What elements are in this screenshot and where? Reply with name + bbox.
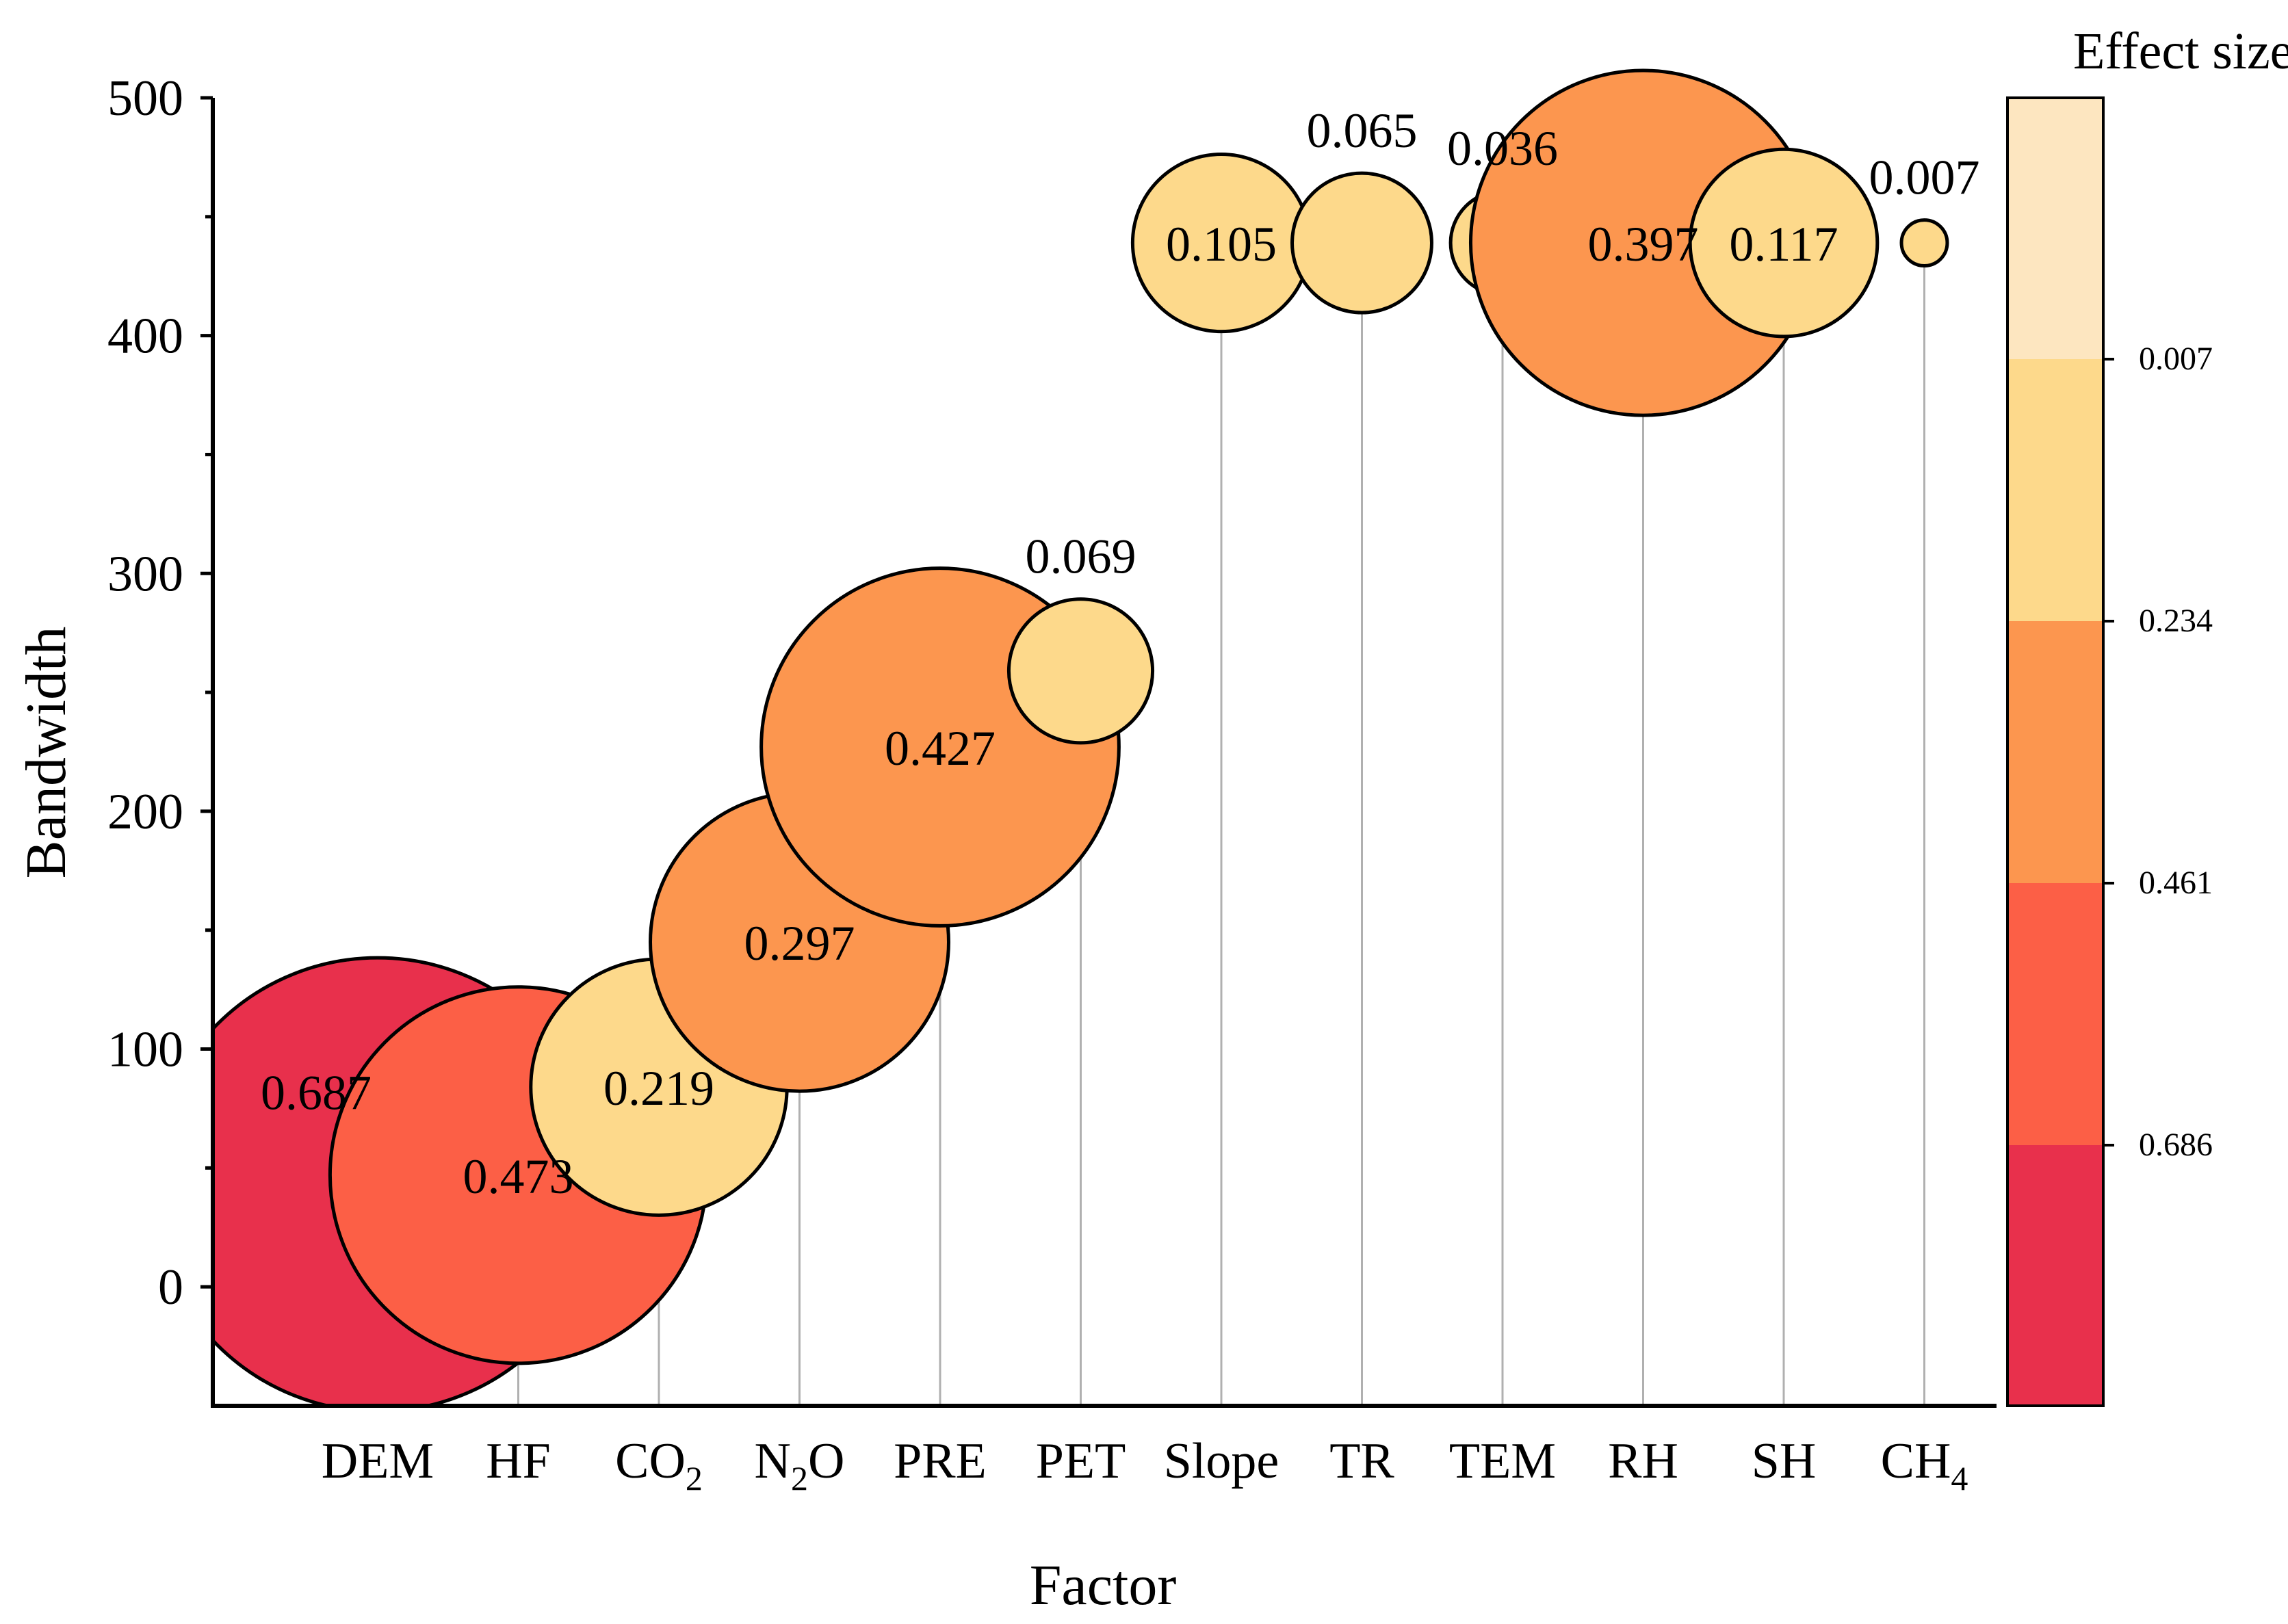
x-tick-label: Slope — [1164, 1433, 1279, 1489]
colorbar-tick-label: 0.234 — [2139, 603, 2213, 639]
colorbar-ticks: 0.007 0.234 0.461 0.686 — [2103, 341, 2213, 1163]
bubble-value-label: 0.687 — [261, 1066, 372, 1121]
x-tick-label: RH — [1608, 1433, 1678, 1489]
colorbar-title: Effect size — [2073, 23, 2288, 80]
bubble — [1006, 597, 1155, 745]
colorbar: Effect size 0.007 0.234 0.461 0.686 — [2006, 23, 2288, 1407]
colorbar-tick-label: 0.461 — [2139, 865, 2213, 901]
value-labels: 0.687 0.473 0.219 0.297 0.427 0.069 0.105 0.065… — [261, 103, 1980, 1204]
colorbar-band — [2007, 1145, 2103, 1406]
x-tick-labels: DEM HF CO2 N2O PRE PET Slope TR TEM RH SH CH4 — [322, 1433, 1968, 1497]
x-tick-label: SH — [1752, 1433, 1817, 1489]
y-tick-label: 100 — [107, 1022, 183, 1078]
colorbar-tick-label: 0.686 — [2139, 1127, 2213, 1163]
x-tick-label: TEM — [1449, 1433, 1556, 1489]
x-tick-label: PRE — [894, 1433, 987, 1489]
x-tick-label: TR — [1329, 1433, 1394, 1489]
y-tick-label: 400 — [107, 309, 183, 365]
axes — [211, 98, 1997, 1408]
bubble-value-label: 0.473 — [463, 1149, 574, 1204]
bubble-layer — [214, 68, 1949, 1406]
x-tick-label: HF — [486, 1433, 551, 1489]
bubble-value-label: 0.219 — [603, 1061, 714, 1116]
bubble-value-label: 0.297 — [744, 916, 855, 971]
bubble — [1290, 171, 1433, 315]
colorbar-band — [2007, 883, 2103, 1145]
bubble — [1688, 147, 1880, 339]
y-axis-title: Bandwidth — [14, 627, 78, 879]
colorbar-band — [2007, 621, 2103, 883]
bubble-value-label: 0.397 — [1588, 217, 1699, 272]
bubble-value-label: 0.117 — [1729, 217, 1838, 272]
colorbar-bands — [2007, 98, 2103, 1406]
bubble-value-label: 0.069 — [1026, 529, 1136, 584]
bubble-value-label: 0.065 — [1307, 103, 1418, 158]
bubble-value-label: 0.105 — [1166, 217, 1277, 272]
bubble-value-label: 0.427 — [885, 721, 996, 776]
x-tick-label: CO2 — [615, 1433, 703, 1497]
x-tick-label: N2O — [755, 1433, 845, 1497]
y-ticks: 0 100 200 300 400 500 — [107, 70, 213, 1315]
y-tick-label: 300 — [107, 546, 183, 602]
colorbar-tick-label: 0.007 — [2139, 341, 2213, 377]
y-tick-label: 500 — [107, 70, 183, 127]
bubble-value-label: 0.007 — [1869, 150, 1980, 205]
colorbar-band — [2007, 98, 2103, 359]
bubble — [1899, 218, 1949, 268]
x-tick-label: CH4 — [1881, 1433, 1968, 1497]
x-axis-title: Factor — [1030, 1554, 1177, 1617]
colorbar-frame — [2006, 96, 2105, 1407]
x-tick-label: PET — [1036, 1433, 1126, 1489]
y-tick-label: 200 — [107, 784, 183, 840]
colorbar-band — [2007, 359, 2103, 621]
x-tick-label: DEM — [322, 1433, 434, 1489]
bubble-value-label: 0.036 — [1447, 121, 1558, 176]
y-tick-label: 0 — [158, 1259, 183, 1315]
